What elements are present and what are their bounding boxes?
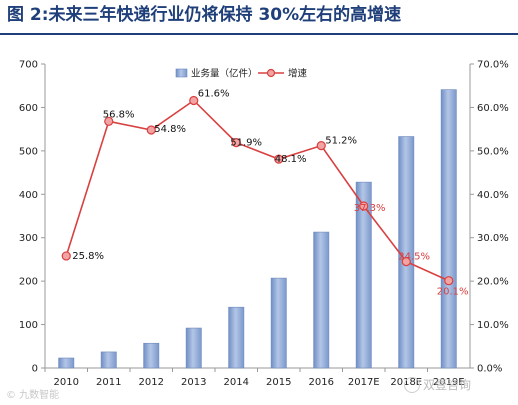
growth-label-2014: 51.9% [230,138,262,149]
left-tick-label: 300 [19,233,38,244]
bar-2019E [440,89,457,369]
watermark-left: © 九数智能 [6,390,60,401]
x-tick-label: 2016 [309,377,334,388]
x-tick-label: 2015 [266,377,291,388]
axes: 0 100 200 300 400 500 600 700 0.0% 10.0% 20.0% 30.0… [19,60,509,389]
legend-line-label: 增速 [288,68,308,80]
right-tick-label: 60.0% [477,103,509,114]
growth-point-2019E [444,276,454,286]
right-tick-label: 0.0% [477,364,502,375]
left-tick-label: 100 [19,320,38,331]
bar-2014 [228,306,245,369]
growth-point-2011 [104,116,114,126]
left-tick-label: 0 [32,364,38,375]
left-tick-label: 500 [19,146,38,157]
bar-2012 [143,342,160,369]
growth-point-2012 [146,125,156,135]
growth-label-2011: 56.8% [103,109,135,120]
bar-2011 [100,351,117,369]
bar-series [58,89,457,369]
wechat-logo-icon [404,376,420,393]
growth-point-2014 [231,138,241,148]
growth-point-2010 [61,251,71,261]
right-tick-label: 30.0% [477,233,509,244]
x-tick-label: 2017E [348,377,380,388]
growth-label-2016: 51.2% [325,136,357,147]
right-tick-label: 50.0% [477,146,509,157]
growth-label-2010: 25.8% [72,251,104,262]
left-tick-label: 200 [19,277,38,288]
watermark-right-text: 双壹咨询 [423,378,472,392]
x-tick-label: 2019E [433,377,465,388]
legend-bar-swatch [175,68,188,78]
growth-label-2019E: 20.1% [437,287,469,298]
growth-label-2018E: 24.5% [398,252,430,263]
left-tick-label: 400 [19,190,38,201]
bar-2015 [270,277,287,369]
left-tick-label: 600 [19,103,38,114]
x-tick-label: 2011 [96,377,121,388]
right-tick-label: 40.0% [477,190,509,201]
growth-point-2016 [316,141,326,151]
left-tick-label: 700 [19,60,38,71]
legend-bar-label: 业务量（亿件） [191,68,258,80]
x-tick-label: 2012 [139,377,164,388]
title-divider [0,33,518,35]
growth-label-2017E: 37.3% [354,203,386,214]
watermark-right: 双壹咨询 [404,376,471,393]
growth-line [65,99,450,282]
chart-title: 图 2:未来三年快递行业仍将保持 30%左右的高增速 [7,5,402,25]
growth-label-2012: 54.8% [154,124,186,135]
legend-line-marker [266,68,276,78]
growth-label-2013: 61.6% [198,88,230,99]
right-tick-label: 10.0% [477,320,509,331]
growth-point-2013 [189,95,199,106]
data-labels: 25.8% 56.8% 54.8% 61.6% 51.9% 48.1% 51.2% 37.3%… [72,88,468,297]
growth-point-2015 [274,154,284,164]
right-tick-label: 20.0% [477,277,509,288]
bar-2010 [58,357,75,369]
bar-2016 [313,231,330,369]
right-tick-label: 70.0% [477,60,509,71]
bar-2013 [185,327,202,369]
legend: 业务量（亿件） 增速 [175,68,308,80]
x-tick-label: 2010 [54,377,79,388]
bar-2017E [355,181,372,369]
line-series [61,95,454,286]
growth-point-2017E [359,201,369,211]
x-tick-label: 2013 [181,377,206,388]
growth-point-2018E [401,257,411,267]
growth-label-2015: 48.1% [275,154,307,165]
x-tick-label: 2014 [224,377,249,388]
